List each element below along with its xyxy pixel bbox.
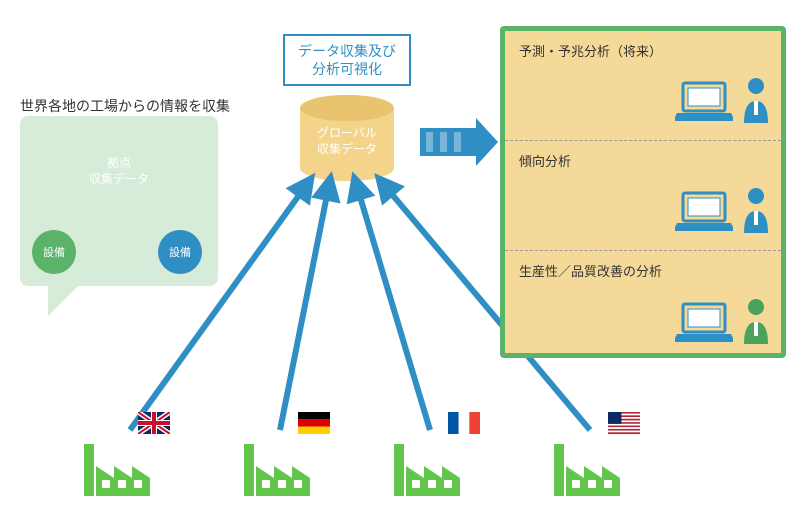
callout-cyl-label: 拠点 収集データ	[80, 156, 158, 187]
person-icon	[741, 298, 771, 351]
person-icon	[741, 187, 771, 240]
callout-title: 世界各地の工場からの情報を収集	[20, 96, 230, 116]
flag-icon	[608, 412, 640, 439]
person-icon	[741, 77, 771, 130]
panel-row: 傾向分析	[505, 141, 781, 251]
flag-icon	[138, 412, 170, 439]
laptop-icon	[675, 191, 733, 240]
callout-bubble	[20, 116, 218, 316]
equip-node-1: 設備	[32, 230, 76, 274]
panel-row-label: 予測・予兆分析（将来）	[519, 41, 767, 60]
equip-node-2: 設備	[158, 230, 202, 274]
factory-icon	[240, 430, 326, 505]
panel-row-label: 生産性／品質改善の分析	[519, 261, 767, 280]
laptop-icon	[675, 81, 733, 130]
global-cyl-label: グローバル 収集データ	[300, 126, 394, 157]
flag-icon	[448, 412, 480, 439]
panel-row: 生産性／品質改善の分析	[505, 251, 781, 361]
factory-icon	[80, 430, 166, 505]
laptop-icon	[675, 302, 733, 351]
center-title-box: データ収集及び 分析可視化	[283, 34, 411, 86]
analysis-panel: 予測・予兆分析（将来） 傾向分析生産性／品質改善の分析	[500, 26, 786, 358]
flag-icon	[298, 412, 330, 439]
factory-icon	[550, 430, 636, 505]
panel-row: 予測・予兆分析（将来）	[505, 31, 781, 141]
panel-row-label: 傾向分析	[519, 151, 767, 170]
factory-icon	[390, 430, 476, 505]
